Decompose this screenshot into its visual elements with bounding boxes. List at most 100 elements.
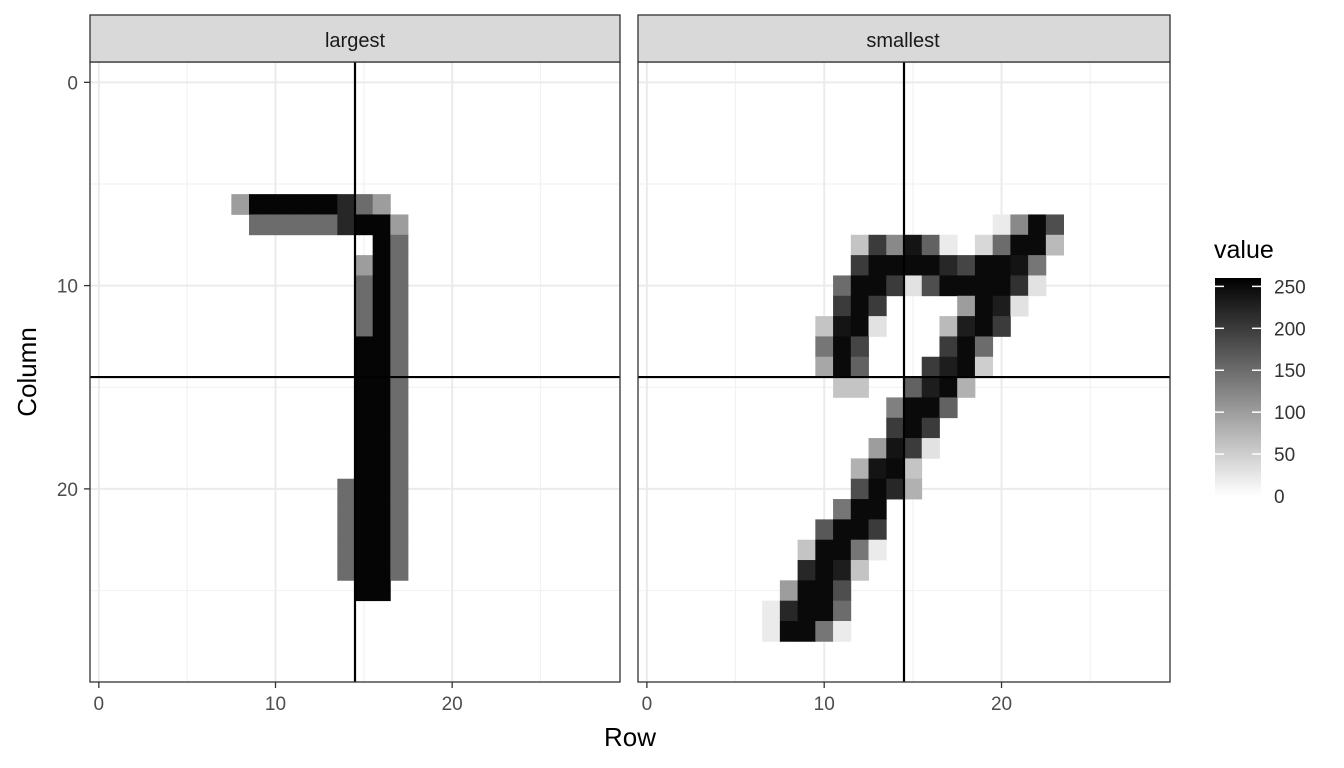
heatmap-cell <box>284 194 303 215</box>
heatmap-cell <box>390 499 409 520</box>
heatmap-cell <box>868 478 887 500</box>
heatmap-cell <box>355 499 374 520</box>
heatmap-cell <box>957 336 976 358</box>
heatmap-cell <box>992 234 1011 256</box>
facet-label-largest: largest <box>325 30 385 52</box>
heatmap-cell <box>833 539 852 561</box>
heatmap-cell <box>390 539 409 561</box>
heatmap-cell <box>372 397 391 419</box>
heatmap-cell <box>850 560 869 581</box>
heatmap-cell <box>372 478 391 500</box>
heatmap-cell <box>904 438 923 459</box>
heatmap-cell <box>355 397 374 419</box>
heatmap-cell <box>957 377 976 398</box>
heatmap-cell <box>319 214 338 236</box>
heatmap-cell <box>850 499 869 520</box>
heatmap-cell <box>355 295 374 317</box>
heatmap-cell <box>833 580 852 602</box>
heatmap-cell <box>833 560 852 581</box>
heatmap-cell <box>921 397 940 419</box>
heatmap-cell <box>762 621 781 642</box>
heatmap-cell <box>939 397 958 419</box>
heatmap-cell <box>921 417 940 439</box>
heatmap-cell <box>1028 214 1047 236</box>
heatmap-cell <box>939 377 958 398</box>
legend-tick-label: 250 <box>1274 277 1306 298</box>
heatmap-cell <box>337 499 356 520</box>
panel-smallest <box>637 14 1171 683</box>
heatmap-cell <box>302 194 321 215</box>
heatmap-cell <box>1010 234 1029 256</box>
y-tick-label: 10 <box>57 277 78 298</box>
heatmap-cell <box>904 255 923 276</box>
heatmap-cell <box>850 234 869 256</box>
heatmap-cell <box>904 458 923 480</box>
x-tick-label: 10 <box>265 694 286 715</box>
heatmap-cell <box>974 336 994 358</box>
heatmap-cell <box>974 255 994 276</box>
color-legend: value 0 50 100 150 200 250 <box>1214 236 1306 508</box>
heatmap-cell <box>833 621 852 642</box>
heatmap-cell <box>904 397 923 419</box>
heatmap-cell <box>850 336 869 358</box>
heatmap-cell <box>390 377 409 398</box>
heatmap-cell <box>390 234 409 256</box>
heatmap-cell <box>868 295 887 317</box>
legend-tick-label: 200 <box>1274 319 1306 340</box>
heatmap-cell <box>868 499 887 520</box>
heatmap-cell <box>266 214 285 236</box>
heatmap-cell <box>833 519 852 541</box>
heatmap-cell <box>779 580 798 602</box>
heatmap-cell <box>886 478 905 500</box>
heatmap-cell <box>249 214 268 236</box>
heatmap-cell <box>372 316 391 337</box>
heatmap-cell <box>390 316 409 337</box>
x-tick-label: 20 <box>442 694 463 715</box>
heatmap-cell <box>797 600 816 622</box>
heatmap-cell <box>868 539 887 561</box>
facet-strip <box>637 14 1171 63</box>
heatmap-cell <box>337 560 356 581</box>
y-axis-ticks: 0 10 20 <box>57 73 90 501</box>
heatmap-cell <box>1010 295 1029 317</box>
heatmap-cell <box>372 214 391 236</box>
heatmap-cell <box>355 275 374 297</box>
heatmap-cell <box>815 539 834 561</box>
heatmap-cell <box>390 560 409 581</box>
heatmap-cell <box>372 519 391 541</box>
heatmap-cell <box>815 580 834 602</box>
heatmap-cell <box>249 194 268 215</box>
heatmap-cell <box>992 214 1011 236</box>
heatmap-cell <box>1045 214 1064 236</box>
heatmap-cell <box>1045 234 1064 256</box>
heatmap-cell <box>1028 275 1047 297</box>
heatmap-cell <box>372 458 391 480</box>
heatmap-cell <box>372 255 391 276</box>
heatmap-cell <box>355 255 374 276</box>
heatmap-cell <box>284 214 303 236</box>
heatmap-cell <box>850 275 869 297</box>
x-axis-ticks: 0 10 20 0 10 20 <box>94 682 1012 715</box>
heatmap-cell <box>372 356 391 378</box>
heatmap-cell <box>355 356 374 378</box>
x-tick-label: 10 <box>814 694 835 715</box>
heatmap-cell <box>868 458 887 480</box>
heatmap-cell <box>939 255 958 276</box>
heatmap-cell <box>939 336 958 358</box>
heatmap-cell <box>833 316 852 337</box>
x-tick-label: 20 <box>991 694 1012 715</box>
heatmap-cell <box>390 295 409 317</box>
heatmap-cell <box>886 397 905 419</box>
heatmap-cell <box>921 255 940 276</box>
heatmap-cell <box>390 458 409 480</box>
heatmap-cell <box>833 336 852 358</box>
heatmap-cell <box>850 377 869 398</box>
heatmap-cell <box>355 478 374 500</box>
heatmap-cell <box>833 295 852 317</box>
heatmap-cell <box>957 295 976 317</box>
heatmap-cell <box>957 255 976 276</box>
heatmap-cell <box>850 519 869 541</box>
heatmap-cell <box>372 336 391 358</box>
heatmap-cell <box>390 336 409 358</box>
